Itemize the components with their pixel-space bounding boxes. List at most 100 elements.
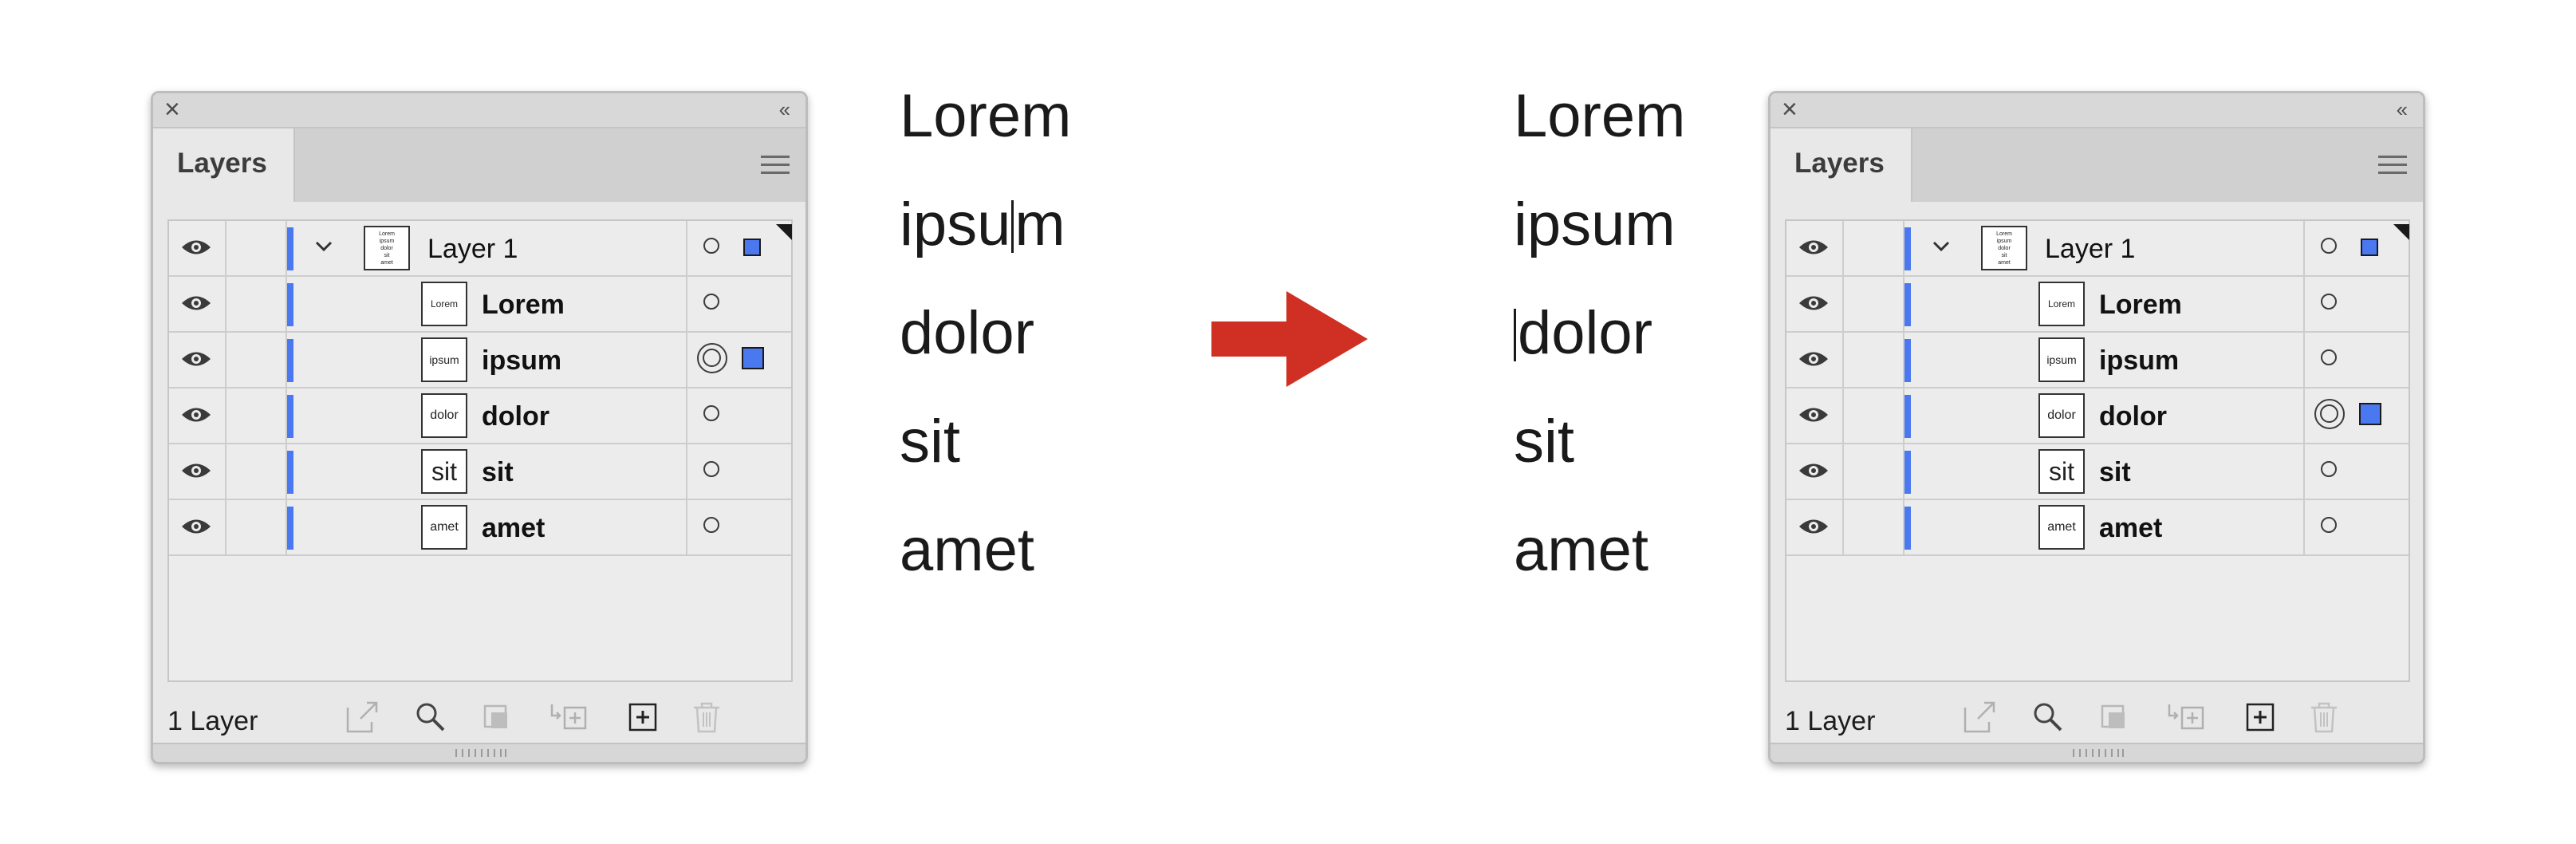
lock-toggle[interactable]: [226, 277, 287, 331]
object-name[interactable]: amet: [482, 513, 546, 543]
visibility-toggle[interactable]: [1786, 500, 1844, 554]
lock-toggle[interactable]: [226, 221, 287, 275]
target-cell[interactable]: [686, 444, 791, 499]
chevron-down-icon[interactable]: [313, 235, 335, 258]
panel-menu-icon[interactable]: [2378, 156, 2407, 176]
object-name[interactable]: sit: [2099, 457, 2131, 487]
resize-grip[interactable]: [153, 743, 805, 762]
clip-mask-icon[interactable]: [480, 700, 515, 735]
selection-indicator[interactable]: [2359, 403, 2381, 425]
canvas-text-lorem[interactable]: Lorem: [1514, 82, 1686, 150]
tab-layers[interactable]: Layers: [153, 128, 295, 202]
tab-layers[interactable]: Layers: [1771, 128, 1912, 202]
visibility-toggle[interactable]: [1786, 388, 1844, 443]
canvas-text-amet[interactable]: amet: [900, 516, 1034, 584]
sublayer-row-lorem[interactable]: Lorem Lorem: [169, 277, 791, 333]
lock-toggle[interactable]: [1844, 500, 1904, 554]
target-cell[interactable]: [2303, 500, 2409, 554]
visibility-toggle[interactable]: [1786, 333, 1844, 387]
lock-toggle[interactable]: [1844, 277, 1904, 331]
layer-row[interactable]: Lorem ipsum dolor sit amet Layer 1: [1786, 221, 2409, 277]
target-circle-icon[interactable]: [703, 238, 719, 254]
visibility-toggle[interactable]: [169, 388, 226, 443]
target-cell[interactable]: [2303, 333, 2409, 387]
panel-menu-icon[interactable]: [761, 156, 790, 176]
close-icon[interactable]: ×: [164, 94, 180, 124]
resize-grip[interactable]: [1771, 743, 2423, 762]
target-circle-icon[interactable]: [703, 405, 719, 421]
sublayer-row-amet[interactable]: amet amet: [1786, 500, 2409, 556]
target-cell[interactable]: [2303, 388, 2409, 443]
sublayer-row-dolor[interactable]: dolor dolor: [169, 388, 791, 444]
object-name[interactable]: dolor: [482, 401, 549, 432]
lock-toggle[interactable]: [1844, 221, 1904, 275]
close-icon[interactable]: ×: [1782, 94, 1798, 124]
trash-icon[interactable]: [689, 700, 724, 735]
target-circle-icon[interactable]: [2321, 238, 2337, 254]
trash-icon[interactable]: [2306, 700, 2342, 735]
lock-toggle[interactable]: [1844, 444, 1904, 499]
selection-indicator[interactable]: [743, 239, 761, 256]
clip-mask-icon[interactable]: [2097, 700, 2133, 735]
lock-toggle[interactable]: [226, 500, 287, 554]
target-cell[interactable]: [2303, 444, 2409, 499]
visibility-toggle[interactable]: [1786, 221, 1844, 275]
visibility-toggle[interactable]: [169, 277, 226, 331]
export-icon[interactable]: [1962, 700, 1997, 735]
canvas-text-sit[interactable]: sit: [1514, 408, 1574, 475]
visibility-toggle[interactable]: [1786, 277, 1844, 331]
object-name[interactable]: dolor: [2099, 401, 2167, 432]
canvas-text-ipsum[interactable]: ipsum: [900, 191, 1065, 258]
object-name[interactable]: Lorem: [482, 290, 565, 320]
visibility-toggle[interactable]: [169, 333, 226, 387]
canvas-text-dolor[interactable]: dolor: [1514, 303, 1652, 364]
sublayer-row-dolor[interactable]: dolor dolor: [1786, 388, 2409, 444]
selection-indicator[interactable]: [2361, 239, 2378, 256]
canvas-text-sit[interactable]: sit: [900, 408, 960, 475]
target-circle-icon[interactable]: [2321, 517, 2337, 533]
layer-name[interactable]: Layer 1: [427, 234, 518, 264]
lock-toggle[interactable]: [226, 333, 287, 387]
collapse-icon[interactable]: ‹‹: [778, 97, 790, 121]
new-layer-icon[interactable]: [625, 700, 660, 735]
object-name[interactable]: ipsum: [2099, 345, 2180, 376]
target-circle-icon[interactable]: [2321, 349, 2337, 365]
target-circle-icon[interactable]: [703, 517, 719, 533]
search-icon[interactable]: [413, 700, 448, 735]
visibility-toggle[interactable]: [169, 444, 226, 499]
target-circle-icon[interactable]: [2321, 461, 2337, 477]
search-icon[interactable]: [2030, 700, 2066, 735]
export-icon[interactable]: [345, 700, 380, 735]
sublayer-row-ipsum[interactable]: ipsum ipsum: [1786, 333, 2409, 388]
canvas-text-amet[interactable]: amet: [1514, 516, 1648, 584]
sublayer-row-ipsum[interactable]: ipsum ipsum: [169, 333, 791, 388]
object-name[interactable]: sit: [482, 457, 514, 487]
collect-layer-icon[interactable]: [547, 700, 592, 735]
collect-layer-icon[interactable]: [2164, 700, 2209, 735]
target-cell[interactable]: [2303, 277, 2409, 331]
lock-toggle[interactable]: [1844, 333, 1904, 387]
target-selected-icon[interactable]: [697, 343, 727, 373]
target-cell[interactable]: [686, 333, 791, 387]
visibility-toggle[interactable]: [1786, 444, 1844, 499]
chevron-down-icon[interactable]: [1930, 235, 1952, 258]
target-cell[interactable]: [686, 388, 791, 443]
collapse-icon[interactable]: ‹‹: [2396, 97, 2408, 121]
new-layer-icon[interactable]: [2243, 700, 2278, 735]
lock-toggle[interactable]: [226, 444, 287, 499]
target-circle-icon[interactable]: [2321, 294, 2337, 310]
sublayer-row-lorem[interactable]: Lorem Lorem: [1786, 277, 2409, 333]
canvas-text-dolor[interactable]: dolor: [900, 299, 1034, 367]
target-selected-icon[interactable]: [2314, 399, 2345, 429]
target-circle-icon[interactable]: [703, 294, 719, 310]
layer-name[interactable]: Layer 1: [2045, 234, 2136, 264]
target-circle-icon[interactable]: [703, 461, 719, 477]
visibility-toggle[interactable]: [169, 500, 226, 554]
selection-indicator[interactable]: [742, 347, 764, 369]
target-cell[interactable]: [686, 221, 791, 275]
lock-toggle[interactable]: [226, 388, 287, 443]
lock-toggle[interactable]: [1844, 388, 1904, 443]
sublayer-row-amet[interactable]: amet amet: [169, 500, 791, 556]
target-cell[interactable]: [2303, 221, 2409, 275]
object-name[interactable]: amet: [2099, 513, 2163, 543]
